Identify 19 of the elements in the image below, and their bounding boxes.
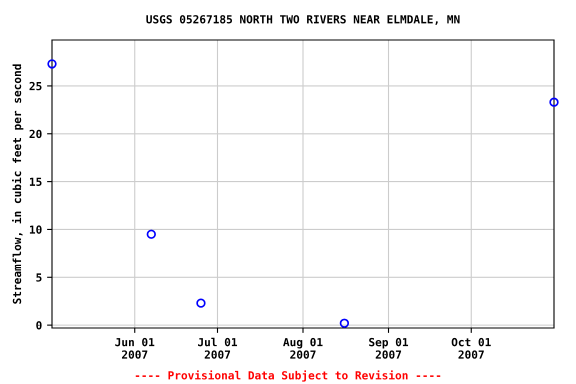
- x-tick-label: Sep 01 2007: [369, 338, 408, 359]
- y-axis-title: Streamflow, in cubic feet per second: [12, 64, 24, 304]
- y-tick-label: 15: [30, 178, 42, 186]
- x-tick-label: Oct 01 2007: [452, 338, 491, 359]
- chart-title: USGS 05267185 NORTH TWO RIVERS NEAR ELMDALE, MN: [146, 15, 460, 25]
- y-tick-label: 25: [30, 82, 42, 90]
- x-tick-label: Jul 01 2007: [198, 338, 238, 359]
- point: [549, 98, 559, 107]
- x-tick-label: Jun 01 2007: [115, 338, 154, 359]
- point: [340, 318, 350, 328]
- y-tick-label: 5: [36, 273, 42, 282]
- point: [146, 230, 156, 239]
- y-tick-label: 20: [30, 130, 42, 138]
- point: [196, 298, 206, 308]
- point: [47, 59, 57, 69]
- y-tick-label: 0: [36, 321, 42, 330]
- text: ---- Provisional Data Subject to Revision ----: [136, 370, 440, 382]
- y-tick-label: 10: [30, 225, 42, 234]
- x-tick-label: Aug 01 2007: [283, 338, 323, 359]
